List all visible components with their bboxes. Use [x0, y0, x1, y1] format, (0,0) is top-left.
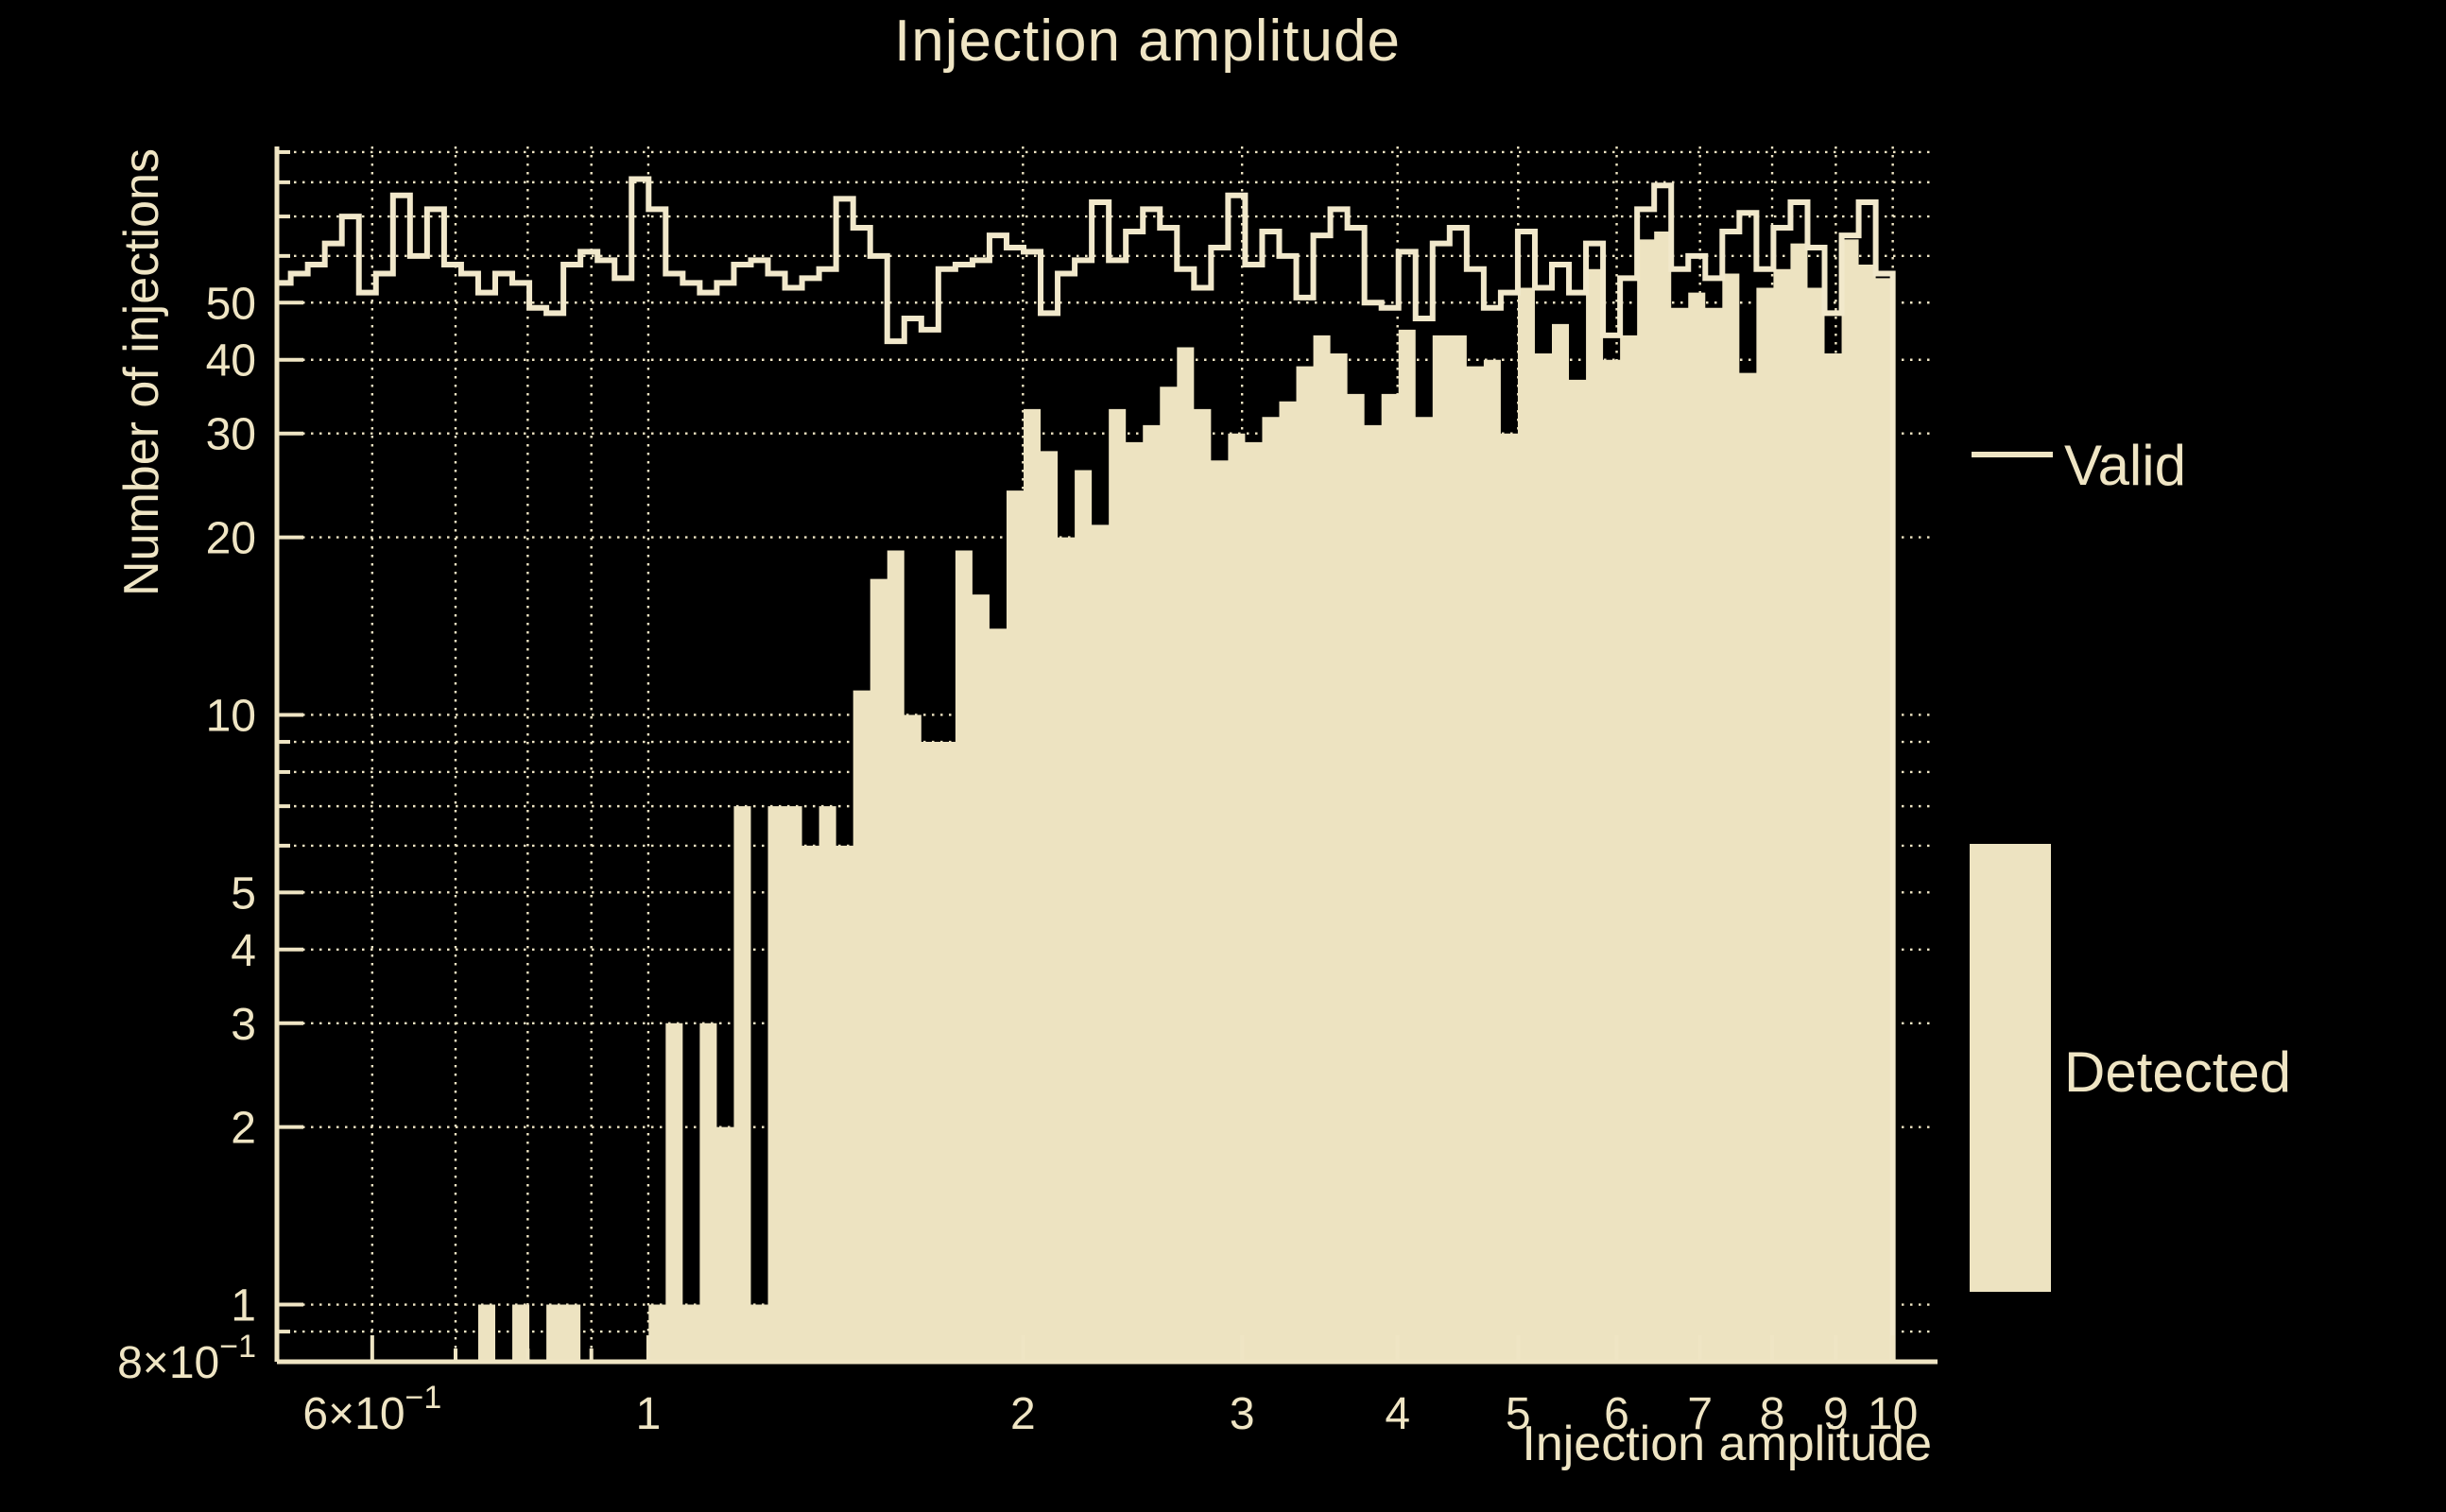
x-tick-label: 10: [1868, 1389, 1918, 1439]
x-tick-label: 4: [1385, 1389, 1410, 1439]
y-tick-label: 4: [231, 926, 256, 976]
x-axis-title: Injection amplitude: [1522, 1417, 1932, 1471]
valid-histogram-line: [277, 176, 1896, 1362]
y-tick-label: 8×10−1: [117, 1329, 256, 1388]
x-tick-label: 8: [1760, 1389, 1785, 1439]
y-axis-title: Number of injections: [114, 148, 169, 596]
x-tick-label: 3: [1230, 1389, 1255, 1439]
y-tick-label: 40: [206, 336, 256, 387]
legend-item-detected: Detected: [2064, 1040, 2292, 1104]
detected-histogram: [277, 232, 1893, 1363]
legend-valid-line-swatch: [1972, 452, 2053, 457]
x-tick-label: 2: [1010, 1389, 1036, 1439]
y-tick-label: 2: [231, 1104, 256, 1154]
y-tick-label: 20: [206, 514, 256, 564]
x-tick-label: 5: [1506, 1389, 1531, 1439]
x-tick-label: 9: [1823, 1389, 1849, 1439]
legend-item-valid: Valid: [2064, 434, 2186, 497]
chart-title: Injection amplitude: [894, 9, 1401, 74]
x-tick-label: 6: [1604, 1389, 1629, 1439]
y-tick-label: 30: [206, 410, 256, 460]
x-tick-label: 6×10−1: [302, 1380, 441, 1439]
y-tick-label: 3: [231, 1000, 256, 1050]
y-tick-label: 5: [231, 868, 256, 919]
y-tick-label: 10: [206, 691, 256, 741]
legend-detected-swatch: [1970, 844, 2051, 1292]
x-tick-label: 7: [1687, 1389, 1713, 1439]
x-tick-label: 1: [636, 1389, 662, 1439]
y-tick-label: 1: [231, 1281, 256, 1332]
y-tick-label: 50: [206, 279, 256, 329]
